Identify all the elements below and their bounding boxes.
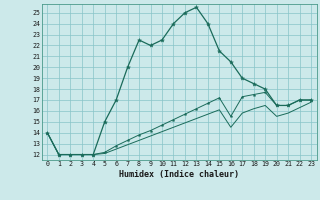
X-axis label: Humidex (Indice chaleur): Humidex (Indice chaleur) (119, 170, 239, 179)
